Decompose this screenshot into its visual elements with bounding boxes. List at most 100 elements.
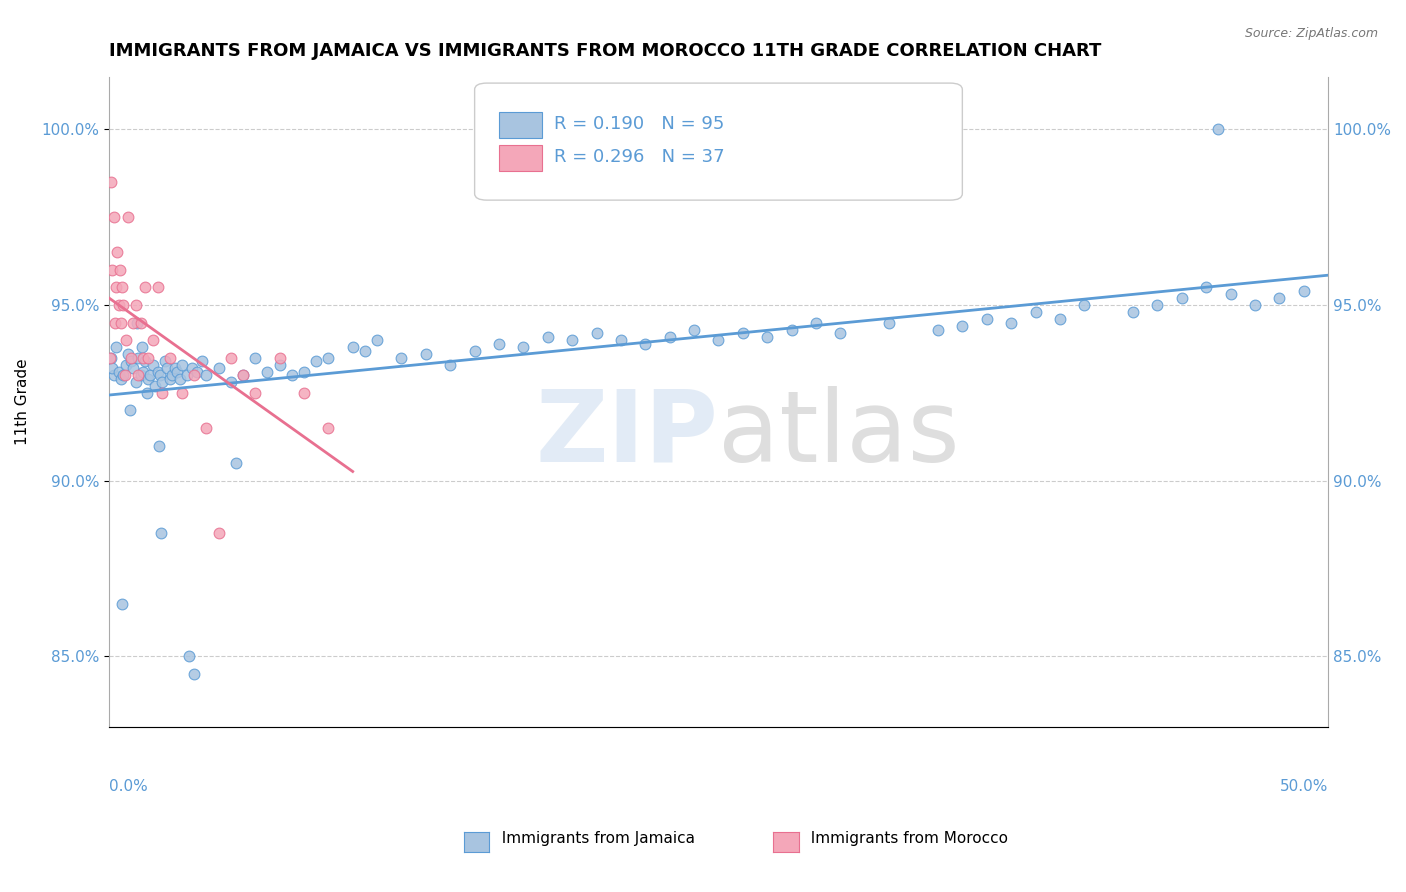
- Point: [232, 368, 254, 383]
- Point: [115, 358, 138, 372]
- Point: [780, 323, 803, 337]
- Point: [537, 329, 560, 343]
- Point: [153, 354, 176, 368]
- Point: [292, 385, 315, 400]
- Point: [135, 385, 157, 400]
- Point: [142, 358, 165, 372]
- Point: [658, 329, 681, 343]
- Point: [132, 351, 155, 365]
- Point: [1292, 284, 1315, 298]
- Point: [110, 372, 132, 386]
- FancyBboxPatch shape: [499, 112, 541, 138]
- Point: [1073, 298, 1095, 312]
- Point: [830, 326, 852, 340]
- Point: [1122, 305, 1144, 319]
- Point: [115, 333, 138, 347]
- Point: [129, 368, 152, 383]
- Point: [1171, 291, 1194, 305]
- Point: [190, 354, 212, 368]
- Text: atlas: atlas: [718, 385, 960, 483]
- Point: [103, 368, 125, 383]
- Point: [269, 358, 291, 372]
- Point: [112, 298, 135, 312]
- Point: [162, 368, 184, 383]
- Point: [183, 667, 205, 681]
- Point: [179, 649, 201, 664]
- Point: [183, 368, 205, 383]
- Point: [132, 365, 155, 379]
- Point: [186, 365, 208, 379]
- Point: [124, 298, 146, 312]
- Point: [103, 210, 125, 224]
- FancyBboxPatch shape: [475, 83, 962, 200]
- Point: [219, 376, 242, 390]
- Point: [134, 354, 156, 368]
- Point: [136, 351, 159, 365]
- Point: [269, 351, 291, 365]
- Point: [159, 372, 181, 386]
- Y-axis label: 11th Grade: 11th Grade: [15, 359, 30, 445]
- Text: IMMIGRANTS FROM JAMAICA VS IMMIGRANTS FROM MOROCCO 11TH GRADE CORRELATION CHART: IMMIGRANTS FROM JAMAICA VS IMMIGRANTS FR…: [108, 42, 1101, 60]
- Point: [100, 175, 122, 189]
- Point: [100, 351, 122, 365]
- Text: R = 0.190   N = 95: R = 0.190 N = 95: [554, 115, 724, 133]
- Point: [142, 333, 165, 347]
- Point: [129, 316, 152, 330]
- Point: [124, 376, 146, 390]
- Point: [707, 333, 730, 347]
- Point: [342, 340, 364, 354]
- Point: [136, 372, 159, 386]
- Point: [159, 351, 181, 365]
- Point: [391, 351, 413, 365]
- Point: [125, 316, 148, 330]
- Point: [120, 351, 142, 365]
- Point: [180, 361, 202, 376]
- Point: [127, 351, 149, 365]
- Point: [1208, 122, 1230, 136]
- Point: [354, 343, 377, 358]
- FancyBboxPatch shape: [499, 145, 541, 171]
- Text: R = 0.296   N = 37: R = 0.296 N = 37: [554, 147, 724, 166]
- Point: [1195, 280, 1218, 294]
- Point: [415, 347, 437, 361]
- Point: [1244, 298, 1267, 312]
- Point: [112, 368, 135, 383]
- Point: [105, 340, 128, 354]
- Point: [105, 280, 128, 294]
- Point: [149, 368, 172, 383]
- Point: [117, 210, 139, 224]
- Point: [120, 354, 142, 368]
- Point: [156, 361, 179, 376]
- Point: [243, 351, 266, 365]
- Point: [243, 385, 266, 400]
- Point: [108, 263, 131, 277]
- Point: [118, 403, 141, 417]
- Point: [111, 280, 134, 294]
- Point: [683, 323, 706, 337]
- Point: [195, 421, 218, 435]
- Point: [1000, 316, 1022, 330]
- Point: [1219, 287, 1241, 301]
- Point: [280, 368, 302, 383]
- Point: [107, 298, 129, 312]
- Point: [256, 365, 278, 379]
- Text: ZIP: ZIP: [536, 385, 718, 483]
- Point: [225, 456, 247, 470]
- Point: [152, 376, 174, 390]
- Point: [101, 361, 124, 376]
- Point: [207, 526, 229, 541]
- Point: [195, 368, 218, 383]
- Point: [122, 316, 145, 330]
- Point: [176, 368, 198, 383]
- Point: [318, 351, 340, 365]
- Point: [232, 368, 254, 383]
- Text: 50.0%: 50.0%: [1279, 779, 1329, 794]
- Point: [927, 323, 949, 337]
- Point: [163, 361, 186, 376]
- Point: [207, 361, 229, 376]
- Point: [146, 280, 169, 294]
- Point: [146, 365, 169, 379]
- Point: [170, 358, 193, 372]
- Point: [219, 351, 242, 365]
- Point: [101, 263, 124, 277]
